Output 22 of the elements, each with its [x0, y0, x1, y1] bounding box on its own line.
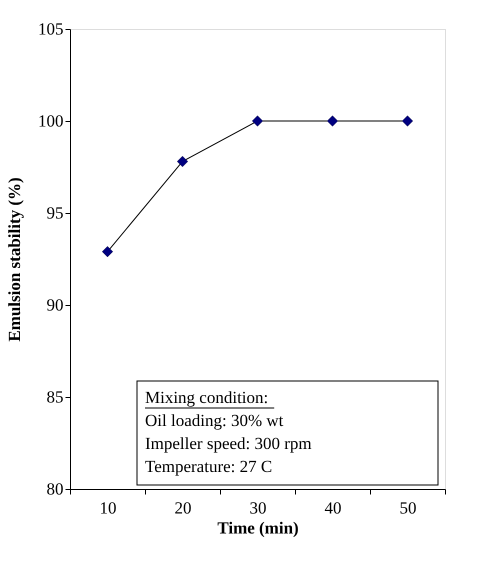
x-tick-label: 40 — [324, 498, 342, 518]
x-axis-title: Time (min) — [217, 518, 299, 538]
y-tick-label: 80 — [46, 480, 64, 498]
y-tick-label: 95 — [46, 204, 64, 222]
point — [102, 246, 113, 258]
point — [177, 156, 188, 167]
annotation: Temperature: 27 C — [145, 457, 272, 476]
y-axis-title: Emulsion stability (%) — [5, 177, 24, 342]
y-tick-label: 90 — [46, 296, 64, 314]
x-tick-label: 30 — [250, 498, 266, 518]
y-tick-label: 100 — [38, 112, 64, 130]
point — [327, 116, 338, 126]
point — [252, 116, 263, 126]
x-tick-label: 10 — [100, 498, 116, 518]
point — [402, 116, 413, 126]
annotation: Oil loading: 30% wt — [145, 411, 284, 430]
x-tick-label: 50 — [400, 498, 416, 518]
y-tick-label: 85 — [46, 388, 64, 406]
x-tick-label: 20 — [174, 498, 192, 518]
annotation: Mixing condition: — [145, 388, 268, 407]
annotation: Impeller speed: 300 rpm — [145, 434, 312, 453]
y-tick-label: 105 — [38, 20, 64, 38]
